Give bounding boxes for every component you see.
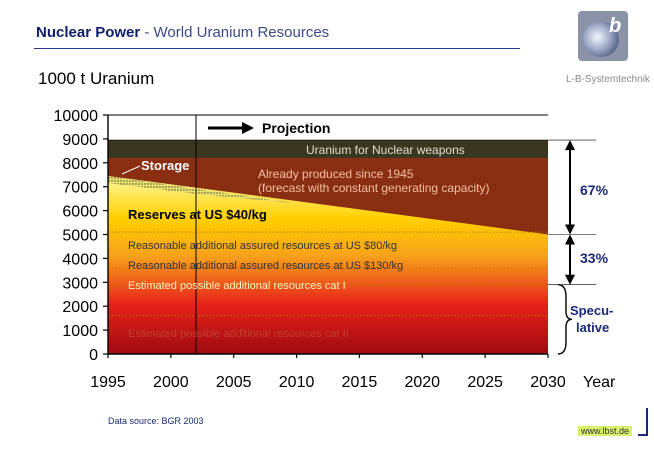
projection-arrow-icon	[242, 122, 254, 134]
estimated-cat2-label: Estimated possible additional resources …	[128, 328, 349, 340]
y-tick-label-10: 10000	[54, 108, 99, 125]
website-link[interactable]: www.lbst.de	[578, 426, 633, 436]
x-axis-label: Year	[583, 374, 616, 391]
corner-decoration	[638, 408, 648, 436]
weapons-band	[108, 140, 548, 159]
storage-area	[108, 175, 297, 204]
y-tick-label-4: 4000	[62, 251, 98, 268]
speculative-label-line-1: Specu-	[570, 303, 613, 318]
x-tick-label-5: 2020	[404, 374, 440, 391]
y-tick-label-0: 0	[89, 347, 98, 364]
logo-caption: L-B-Systemtechnik	[566, 74, 650, 85]
y-axis-label: 1000 t Uranium	[38, 69, 154, 88]
slide-title: Nuclear Power - World Uranium Resources	[36, 24, 329, 41]
data-source-note: Data source: BGR 2003	[108, 416, 204, 426]
produced-note: (forecast with constant generating capac…	[258, 181, 489, 195]
y-tick-label-9: 9000	[62, 132, 98, 149]
x-tick-label-6: 2025	[467, 374, 503, 391]
reserves-80-label: Reasonable additional assured resources …	[128, 240, 397, 252]
bracket-67-arrow-down-icon	[565, 224, 575, 235]
y-tick-label-3: 3000	[62, 275, 98, 292]
slide-title-sub: - World Uranium Resources	[140, 24, 330, 41]
storage-label: Storage	[141, 158, 189, 173]
x-tick-label-0: 1995	[90, 374, 126, 391]
speculative-label-line-2: lative	[576, 320, 609, 335]
x-tick-label-3: 2010	[279, 374, 315, 391]
estimated-cat1-label: Estimated possible additional resources …	[128, 280, 346, 292]
storage-pointer	[121, 165, 141, 175]
bracket-67-arrow-up-icon	[565, 140, 575, 151]
x-tick-label-7: 2030	[530, 374, 566, 391]
reserves-130-label: Reasonable additional assured resources …	[128, 260, 403, 272]
lbst-logo-icon: b	[578, 11, 628, 61]
y-tick-label-5: 5000	[62, 228, 98, 245]
bracket-33-arrow-up-icon	[565, 234, 575, 245]
x-tick-label-2: 2005	[216, 374, 252, 391]
y-tick-label-2: 2000	[62, 299, 98, 316]
bracket-33-arrow-down-icon	[565, 274, 575, 285]
slide-title-main: Nuclear Power	[36, 24, 141, 41]
resources-area	[108, 175, 548, 354]
bracket-67-label: 67%	[580, 182, 609, 198]
reserves-label: Reserves at US $40/kg	[128, 207, 267, 222]
produced-label: Already produced since 1945	[258, 167, 414, 181]
y-tick-label-8: 8000	[62, 156, 98, 173]
title-divider	[34, 48, 520, 49]
bracket-33-label: 33%	[580, 250, 609, 266]
y-tick-label-1: 1000	[62, 323, 98, 340]
x-tick-label-4: 2015	[342, 374, 378, 391]
svg-text:b: b	[609, 15, 621, 37]
weapons-label: Uranium for Nuclear weapons	[306, 143, 465, 157]
y-tick-label-6: 6000	[62, 204, 98, 221]
speculative-brace-icon	[557, 283, 573, 355]
y-tick-label-7: 7000	[62, 180, 98, 197]
projection-label: Projection	[262, 120, 330, 136]
x-tick-label-1: 2000	[153, 374, 189, 391]
